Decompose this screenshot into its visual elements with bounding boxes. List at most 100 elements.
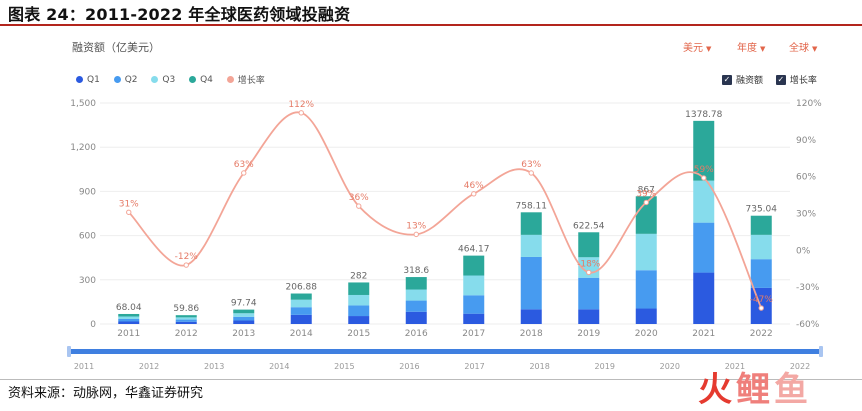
bar-total-label: 758.11 [516,201,548,211]
y-right-tick-label: -60% [796,320,820,330]
slider-year-label: 2019 [595,362,615,371]
bar-total-label: 735.04 [746,205,778,215]
bar-segment-q2 [635,270,657,309]
slider-year-label: 2011 [74,362,94,371]
legend-dot-q3 [151,76,159,83]
growth-rate-label: 112% [288,100,314,110]
bar-total-label: 1378.78 [685,110,722,120]
title-rule [0,24,862,26]
checkbox-checked-icon: ✓ [775,74,786,85]
growth-rate-point [471,191,477,197]
growth-rate-label: -47% [750,295,774,305]
bar-segment-q3 [520,234,542,257]
bar-segment-q3 [693,180,715,223]
metric-label: 融资额（亿美元） [72,41,160,54]
x-tick-label: 2013 [232,329,255,339]
toggle-growth[interactable]: ✓ 增长率 [775,73,817,86]
period-dropdown[interactable]: 年度 ▼ [737,39,765,54]
x-tick-label: 2018 [520,329,543,339]
period-dropdown-label: 年度 [737,43,757,54]
chevron-down-icon: ▼ [760,45,766,53]
bar-segment-q2 [578,277,600,310]
growth-rate-point [758,305,764,311]
legend-item-q1[interactable]: Q1 [76,75,100,85]
bar-segment-q2 [405,300,427,312]
bar-total-label: 318.6 [403,266,429,276]
slider-year-label: 2016 [399,362,419,371]
y-left-tick-label: 300 [79,276,96,286]
bar-total-label: 282 [350,271,367,281]
bar-total-label: 867 [638,185,655,195]
toggle-funding[interactable]: ✓ 融资额 [722,73,763,86]
growth-rate-point [241,170,247,176]
bar-segment-q4 [348,282,370,295]
bar-segment-q4 [463,255,485,276]
x-tick-label: 2020 [635,329,658,339]
checkbox-checked-icon: ✓ [722,74,732,85]
currency-dropdown-label: 美元 [683,43,703,54]
region-dropdown[interactable]: 全球 ▼ [789,39,817,54]
y-right-tick-label: -30% [796,283,820,293]
bar-total-label: 206.88 [286,283,318,293]
x-tick-label: 2014 [290,329,313,339]
source-note: 资料来源：动脉网，华鑫证券研究 [8,386,204,401]
range-slider-left-handle[interactable] [67,346,71,357]
bar-segment-q4 [233,309,255,314]
growth-rate-point [126,209,132,215]
bar-segment-q2 [348,305,370,317]
bar-segment-q2 [175,319,197,322]
y-right-tick-label: 60% [796,173,816,183]
range-slider-track[interactable] [68,349,822,354]
bar-total-label: 68.04 [116,303,142,313]
slider-year-label: 2012 [139,362,159,371]
bar-segment-q3 [118,316,140,319]
slider-year-label: 2015 [334,362,354,371]
range-slider-right-handle[interactable] [819,346,823,357]
x-tick-label: 2015 [347,329,370,339]
legend-label-q2: Q2 [124,74,138,85]
bar-segment-q4 [750,215,772,235]
bar-segment-q4 [405,277,427,290]
bar-segment-q2 [750,259,772,288]
growth-rate-label: 31% [119,199,139,209]
legend-label-growth: 增长率 [237,76,265,86]
bar-segment-q1 [290,314,312,324]
growth-rate-point [356,203,362,209]
slider-year-label: 2018 [529,362,549,371]
legend-item-q4[interactable]: Q4 [189,75,213,85]
x-tick-label: 2011 [117,329,140,339]
x-tick-label: 2012 [175,329,198,339]
y-left-tick-label: 900 [79,187,96,197]
legend-item-q2[interactable]: Q2 [113,74,138,85]
x-tick-label: 2021 [692,329,715,339]
bar-segment-q1 [635,308,657,324]
y-left-tick-label: 1,500 [70,99,96,109]
y-right-tick-label: 0% [796,246,811,256]
bar-segment-q4 [635,196,657,234]
legend-item-q3[interactable]: Q3 [151,75,175,85]
chevron-down-icon: ▼ [706,45,712,53]
bar-segment-q3 [290,299,312,308]
growth-rate-label: 39% [636,189,656,199]
bar-segment-q2 [463,295,485,314]
bar-segment-q3 [175,317,197,320]
bar-segment-q3 [348,294,370,306]
growth-rate-label: 63% [234,160,254,170]
bar-total-label: 622.54 [573,221,605,231]
legend-item-growth[interactable]: 增长率 [226,73,265,86]
growth-rate-label: 63% [521,160,541,170]
growth-rate-label: 36% [349,193,369,203]
slider-year-label: 2020 [660,362,680,371]
figure-title: 图表 24：2011-2022 年全球医药领域投融资 [8,5,351,24]
x-tick-label: 2022 [750,329,773,339]
bar-segment-q4 [175,315,197,318]
bar-segment-q1 [348,316,370,324]
growth-rate-point [298,110,304,116]
y-right-tick-label: 90% [796,136,816,146]
growth-rate-label: -12% [175,252,199,262]
bar-segment-q1 [175,321,197,324]
legend-dot-q2 [113,76,121,83]
growth-rate-point [528,170,534,176]
currency-dropdown[interactable]: 美元 ▼ [683,39,711,54]
x-tick-label: 2016 [405,329,428,339]
